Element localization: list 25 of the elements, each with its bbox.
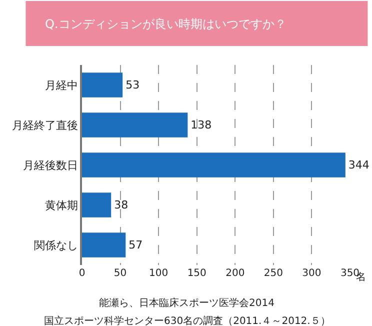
text: 国立スポーツ科学センター630名の調査（2011.４～2012.５） [44,315,330,326]
y-tick-label: 黄体期 [44,198,78,212]
bar [82,112,188,138]
data-label: 138 [190,118,212,132]
x-tick-label: 100 [149,268,168,279]
bar [82,72,123,98]
y-tick-label: 月経後数日 [22,158,78,172]
data-label: 38 [114,198,128,212]
text: 能瀬ら、日本臨床スポーツ医学会2014 [99,297,274,309]
x-tick-label: 300 [302,268,322,279]
y-tick-label: 月経終了直後 [12,118,78,132]
bar [82,152,346,178]
x-tick-label: 150 [187,268,206,279]
x-tick-label: 250 [264,268,283,279]
y-tick-label: 月経中 [44,78,78,92]
data-label: 53 [126,78,140,92]
x-tick-label: 0 [78,268,86,279]
bar [82,232,126,258]
y-tick-label: 関係なし [34,238,78,252]
chart-title: Q.コンディションが良い時期はいつですか？ [45,17,286,31]
data-label: 57 [128,238,143,252]
x-tick-label: 200 [226,268,245,279]
data-label: 344 [348,158,370,172]
x-tick-label: 50 [114,268,127,279]
bar [82,192,112,218]
